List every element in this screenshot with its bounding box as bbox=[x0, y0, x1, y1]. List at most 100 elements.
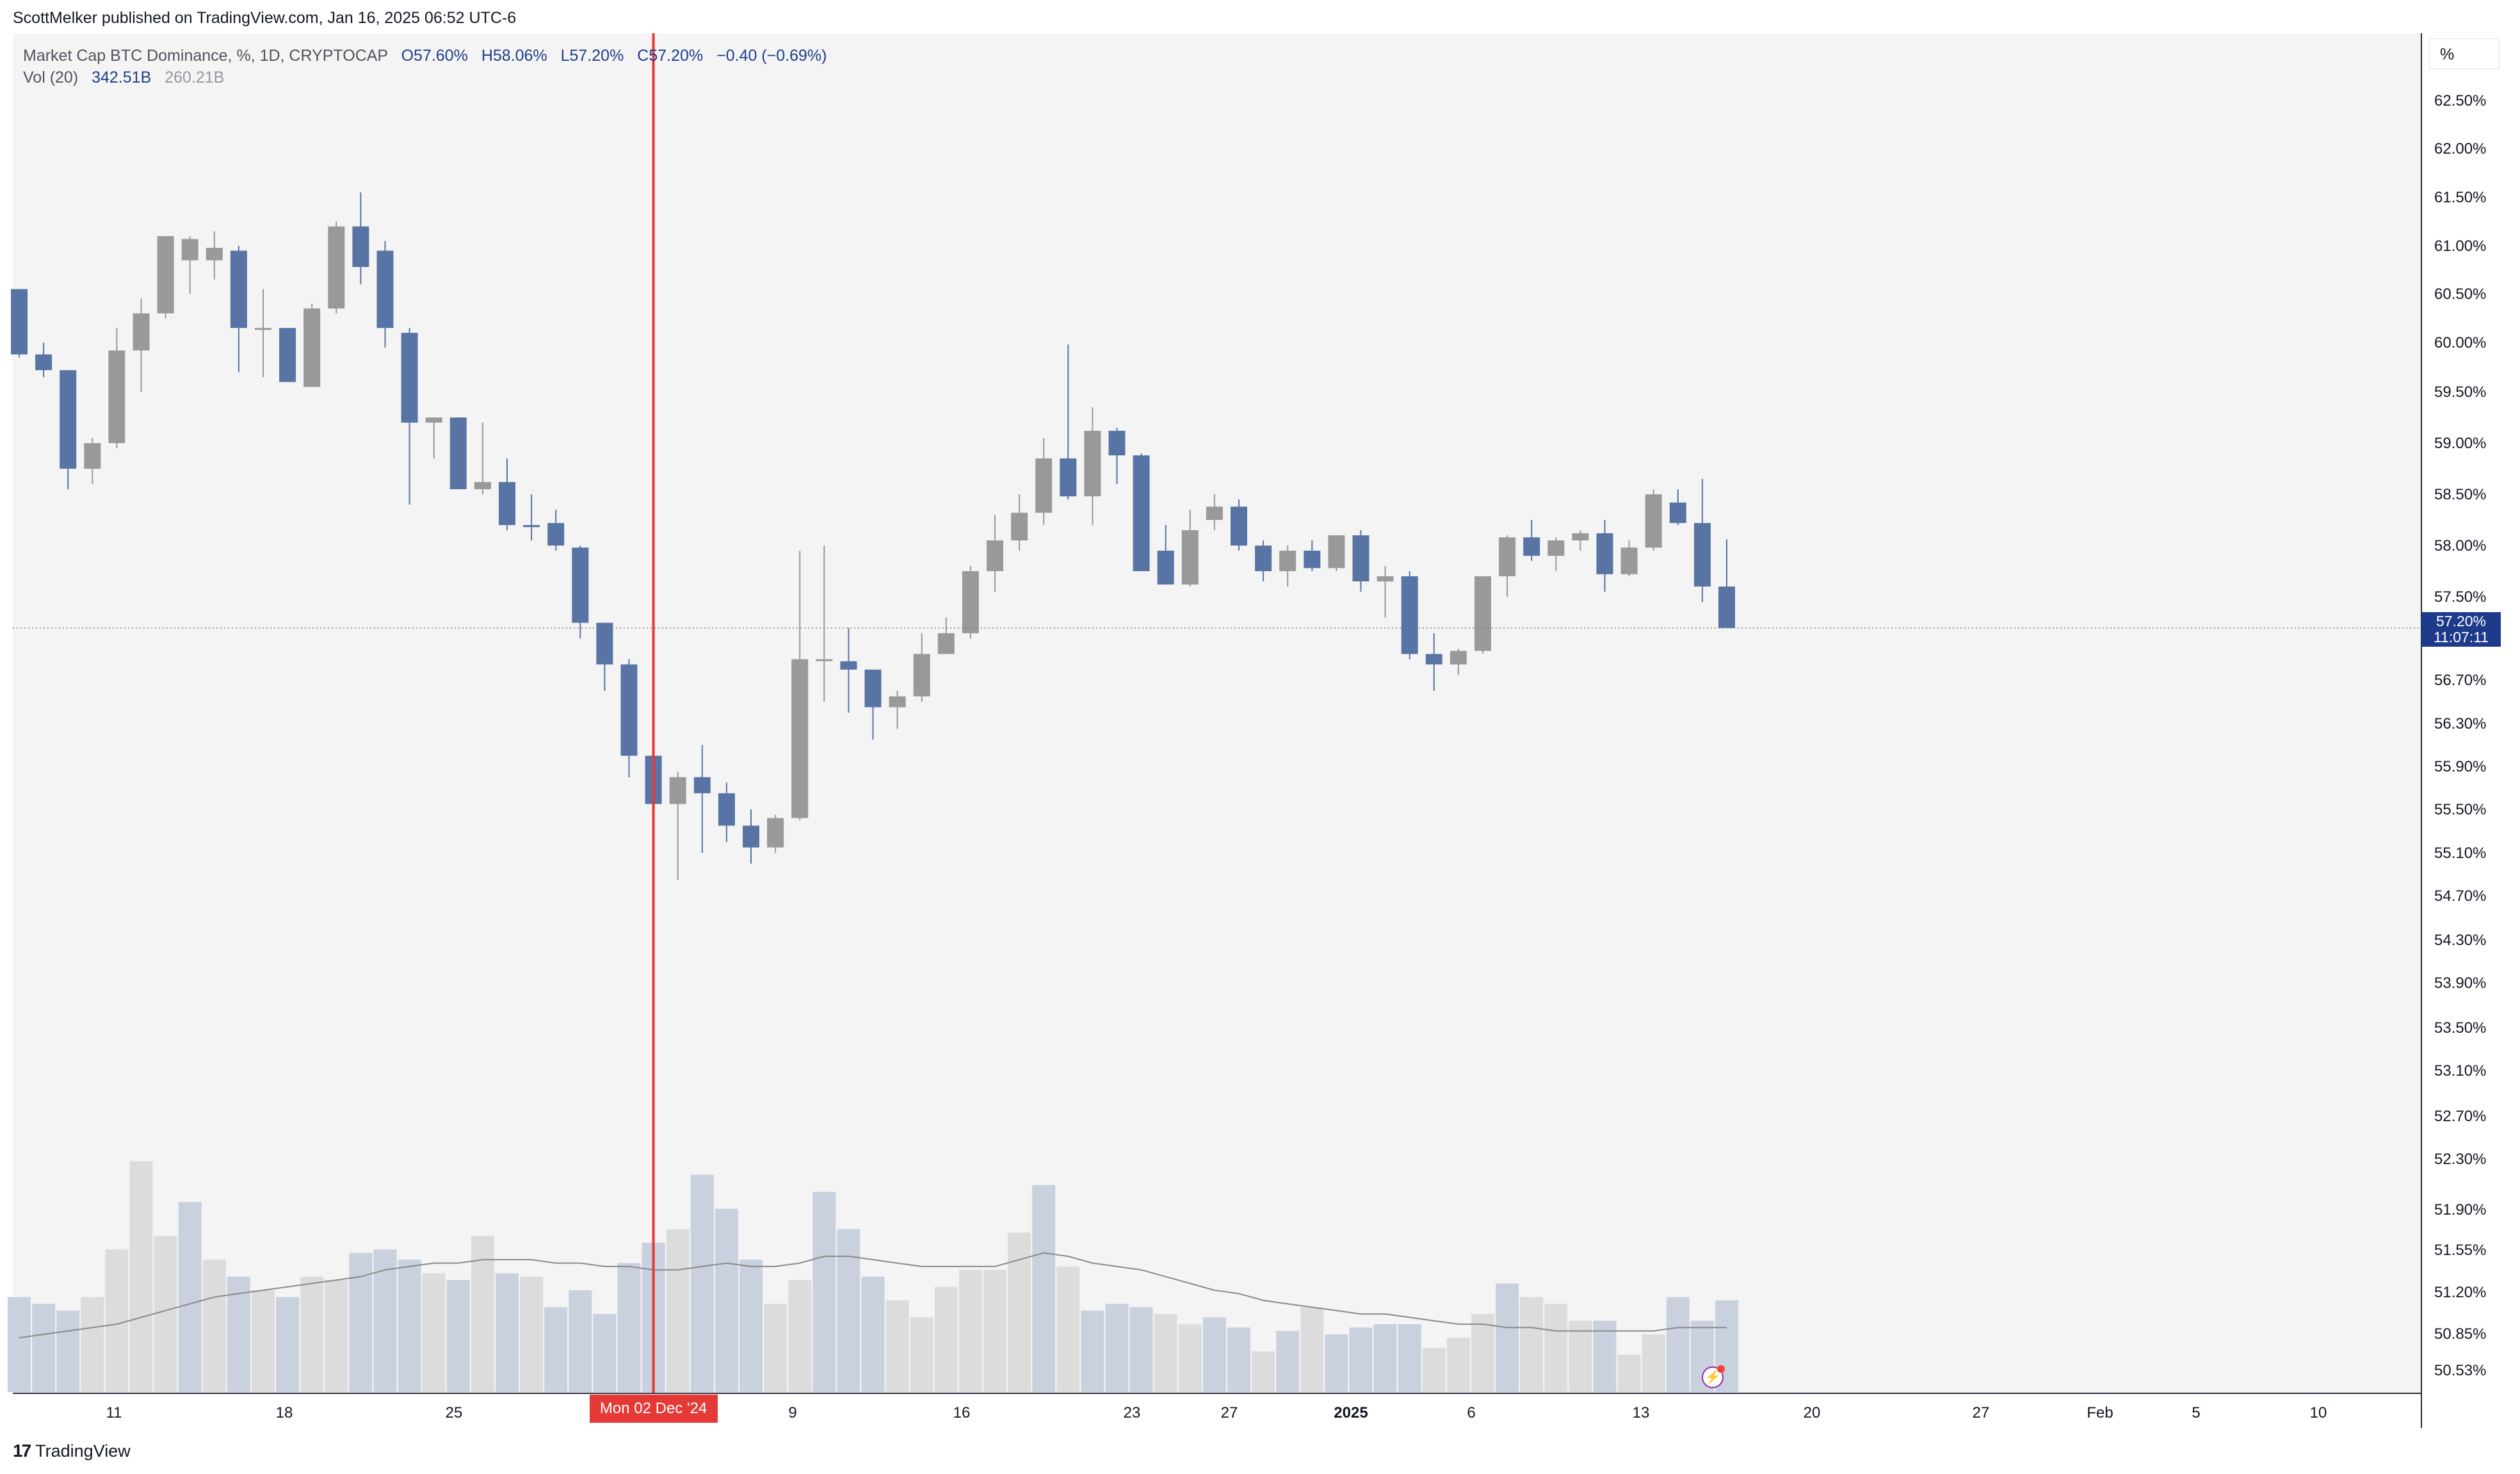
candle bbox=[499, 458, 515, 530]
candle-body bbox=[157, 236, 174, 314]
volume-bar bbox=[276, 1297, 300, 1392]
volume-bar bbox=[690, 1174, 714, 1392]
volume-bar bbox=[1056, 1266, 1080, 1392]
price-tick-label: 54.30% bbox=[2434, 932, 2486, 949]
price-tick-label: 51.90% bbox=[2434, 1201, 2486, 1219]
candle bbox=[1620, 540, 1638, 576]
volume-bar bbox=[129, 1161, 153, 1392]
last-price-label: 57.20% 11:07:11 bbox=[2421, 611, 2501, 647]
candle-body bbox=[401, 332, 418, 423]
flash-icon[interactable]: ⚡ bbox=[1702, 1365, 1725, 1388]
candle bbox=[1669, 489, 1686, 525]
price-tick-label: 52.30% bbox=[2434, 1151, 2486, 1168]
volume-bar bbox=[1105, 1304, 1129, 1392]
legend-price-row: Market Cap BTC Dominance, %, 1D, CRYPTOC… bbox=[23, 45, 827, 67]
candle bbox=[157, 236, 174, 318]
candle bbox=[1157, 525, 1174, 585]
candle-body bbox=[1547, 540, 1565, 556]
candle-body bbox=[1596, 533, 1613, 574]
candle-body bbox=[1133, 455, 1150, 571]
candle-body bbox=[60, 370, 77, 469]
candle-body bbox=[913, 654, 930, 697]
legend-volume-row: Vol (20) 342.51B 260.21B bbox=[23, 67, 827, 88]
volume-bar bbox=[1129, 1307, 1153, 1392]
chart-legend: Market Cap BTC Dominance, %, 1D, CRYPTOC… bbox=[23, 45, 827, 88]
price-tick-label: 52.70% bbox=[2434, 1108, 2486, 1125]
candle bbox=[230, 246, 247, 373]
price-scale-unit-button[interactable]: % bbox=[2429, 38, 2500, 69]
volume-bar bbox=[154, 1236, 177, 1392]
time-tick-label: 2025 bbox=[1334, 1404, 1368, 1421]
candle bbox=[1133, 453, 1150, 571]
price-tick-label: 60.50% bbox=[2434, 286, 2486, 303]
time-tick-label: 5 bbox=[2192, 1404, 2200, 1421]
candle-body bbox=[1377, 576, 1394, 581]
volume-bar bbox=[178, 1202, 202, 1392]
candle bbox=[206, 231, 223, 280]
candle-body bbox=[279, 328, 296, 382]
time-tick-label: 11 bbox=[106, 1404, 122, 1421]
volume-bar bbox=[373, 1249, 397, 1392]
candle-body bbox=[1084, 430, 1101, 497]
candle-body bbox=[425, 417, 442, 423]
time-tick-label: 13 bbox=[1633, 1404, 1650, 1421]
time-tick-label: 23 bbox=[1124, 1404, 1141, 1421]
candle-body bbox=[791, 659, 809, 818]
candle bbox=[767, 814, 784, 853]
candle-body bbox=[962, 571, 979, 633]
price-tick-label: 53.50% bbox=[2434, 1019, 2486, 1037]
price-tick-label: 51.20% bbox=[2434, 1284, 2486, 1301]
candle-body bbox=[889, 696, 906, 708]
candle bbox=[962, 566, 979, 638]
bar-countdown: 11:07:11 bbox=[2433, 628, 2489, 645]
candle bbox=[596, 622, 613, 691]
candle-body bbox=[1572, 533, 1589, 540]
candle bbox=[1304, 540, 1321, 571]
price-tick-label: 61.00% bbox=[2434, 238, 2486, 255]
volume-bar bbox=[1202, 1317, 1226, 1392]
candle-body bbox=[499, 482, 515, 525]
price-tick-label: 51.55% bbox=[2434, 1242, 2486, 1259]
candle-body bbox=[1206, 506, 1223, 520]
price-axis-ticks: 62.50% 62.00% 61.50% 61.00% 60.50% 60.00% 59.5… bbox=[2434, 92, 2486, 1379]
candle-body bbox=[376, 250, 394, 328]
candle bbox=[1718, 539, 1735, 628]
candle bbox=[1572, 530, 1589, 551]
candle bbox=[693, 745, 711, 853]
candle bbox=[1011, 494, 1028, 551]
candle-body bbox=[133, 313, 150, 351]
volume-bar bbox=[105, 1249, 129, 1392]
candle-body bbox=[474, 482, 491, 489]
candle bbox=[523, 494, 540, 540]
candle-body bbox=[1231, 506, 1247, 546]
volume-bar bbox=[1544, 1304, 1568, 1392]
candle bbox=[572, 546, 589, 638]
volume-bar bbox=[1373, 1324, 1397, 1392]
candle bbox=[864, 669, 882, 740]
price-tick-label: 55.90% bbox=[2434, 758, 2486, 775]
candle-body bbox=[596, 622, 613, 665]
time-tick-label: 18 bbox=[276, 1404, 293, 1421]
candle bbox=[1035, 438, 1053, 525]
volume-ma-line bbox=[19, 1252, 1727, 1339]
candle bbox=[303, 304, 321, 387]
candle-body bbox=[572, 547, 589, 623]
candle bbox=[620, 659, 638, 777]
volume-bar bbox=[812, 1192, 836, 1392]
volume-bar bbox=[227, 1276, 250, 1392]
candle bbox=[791, 551, 809, 820]
candle bbox=[328, 222, 345, 314]
candle bbox=[743, 809, 759, 864]
candle bbox=[1181, 510, 1199, 587]
volume-bar bbox=[885, 1300, 909, 1392]
volume-bar bbox=[1471, 1314, 1494, 1392]
candle bbox=[352, 192, 369, 284]
candle bbox=[1084, 407, 1101, 525]
candle bbox=[1231, 499, 1247, 551]
legend-vol-value: 342.51B bbox=[92, 69, 152, 86]
plot-area[interactable] bbox=[13, 33, 2421, 1393]
candle-body bbox=[303, 308, 321, 387]
price-tick-label: 54.70% bbox=[2434, 887, 2486, 905]
tradingview-logo-icon: 17 bbox=[13, 1441, 31, 1461]
